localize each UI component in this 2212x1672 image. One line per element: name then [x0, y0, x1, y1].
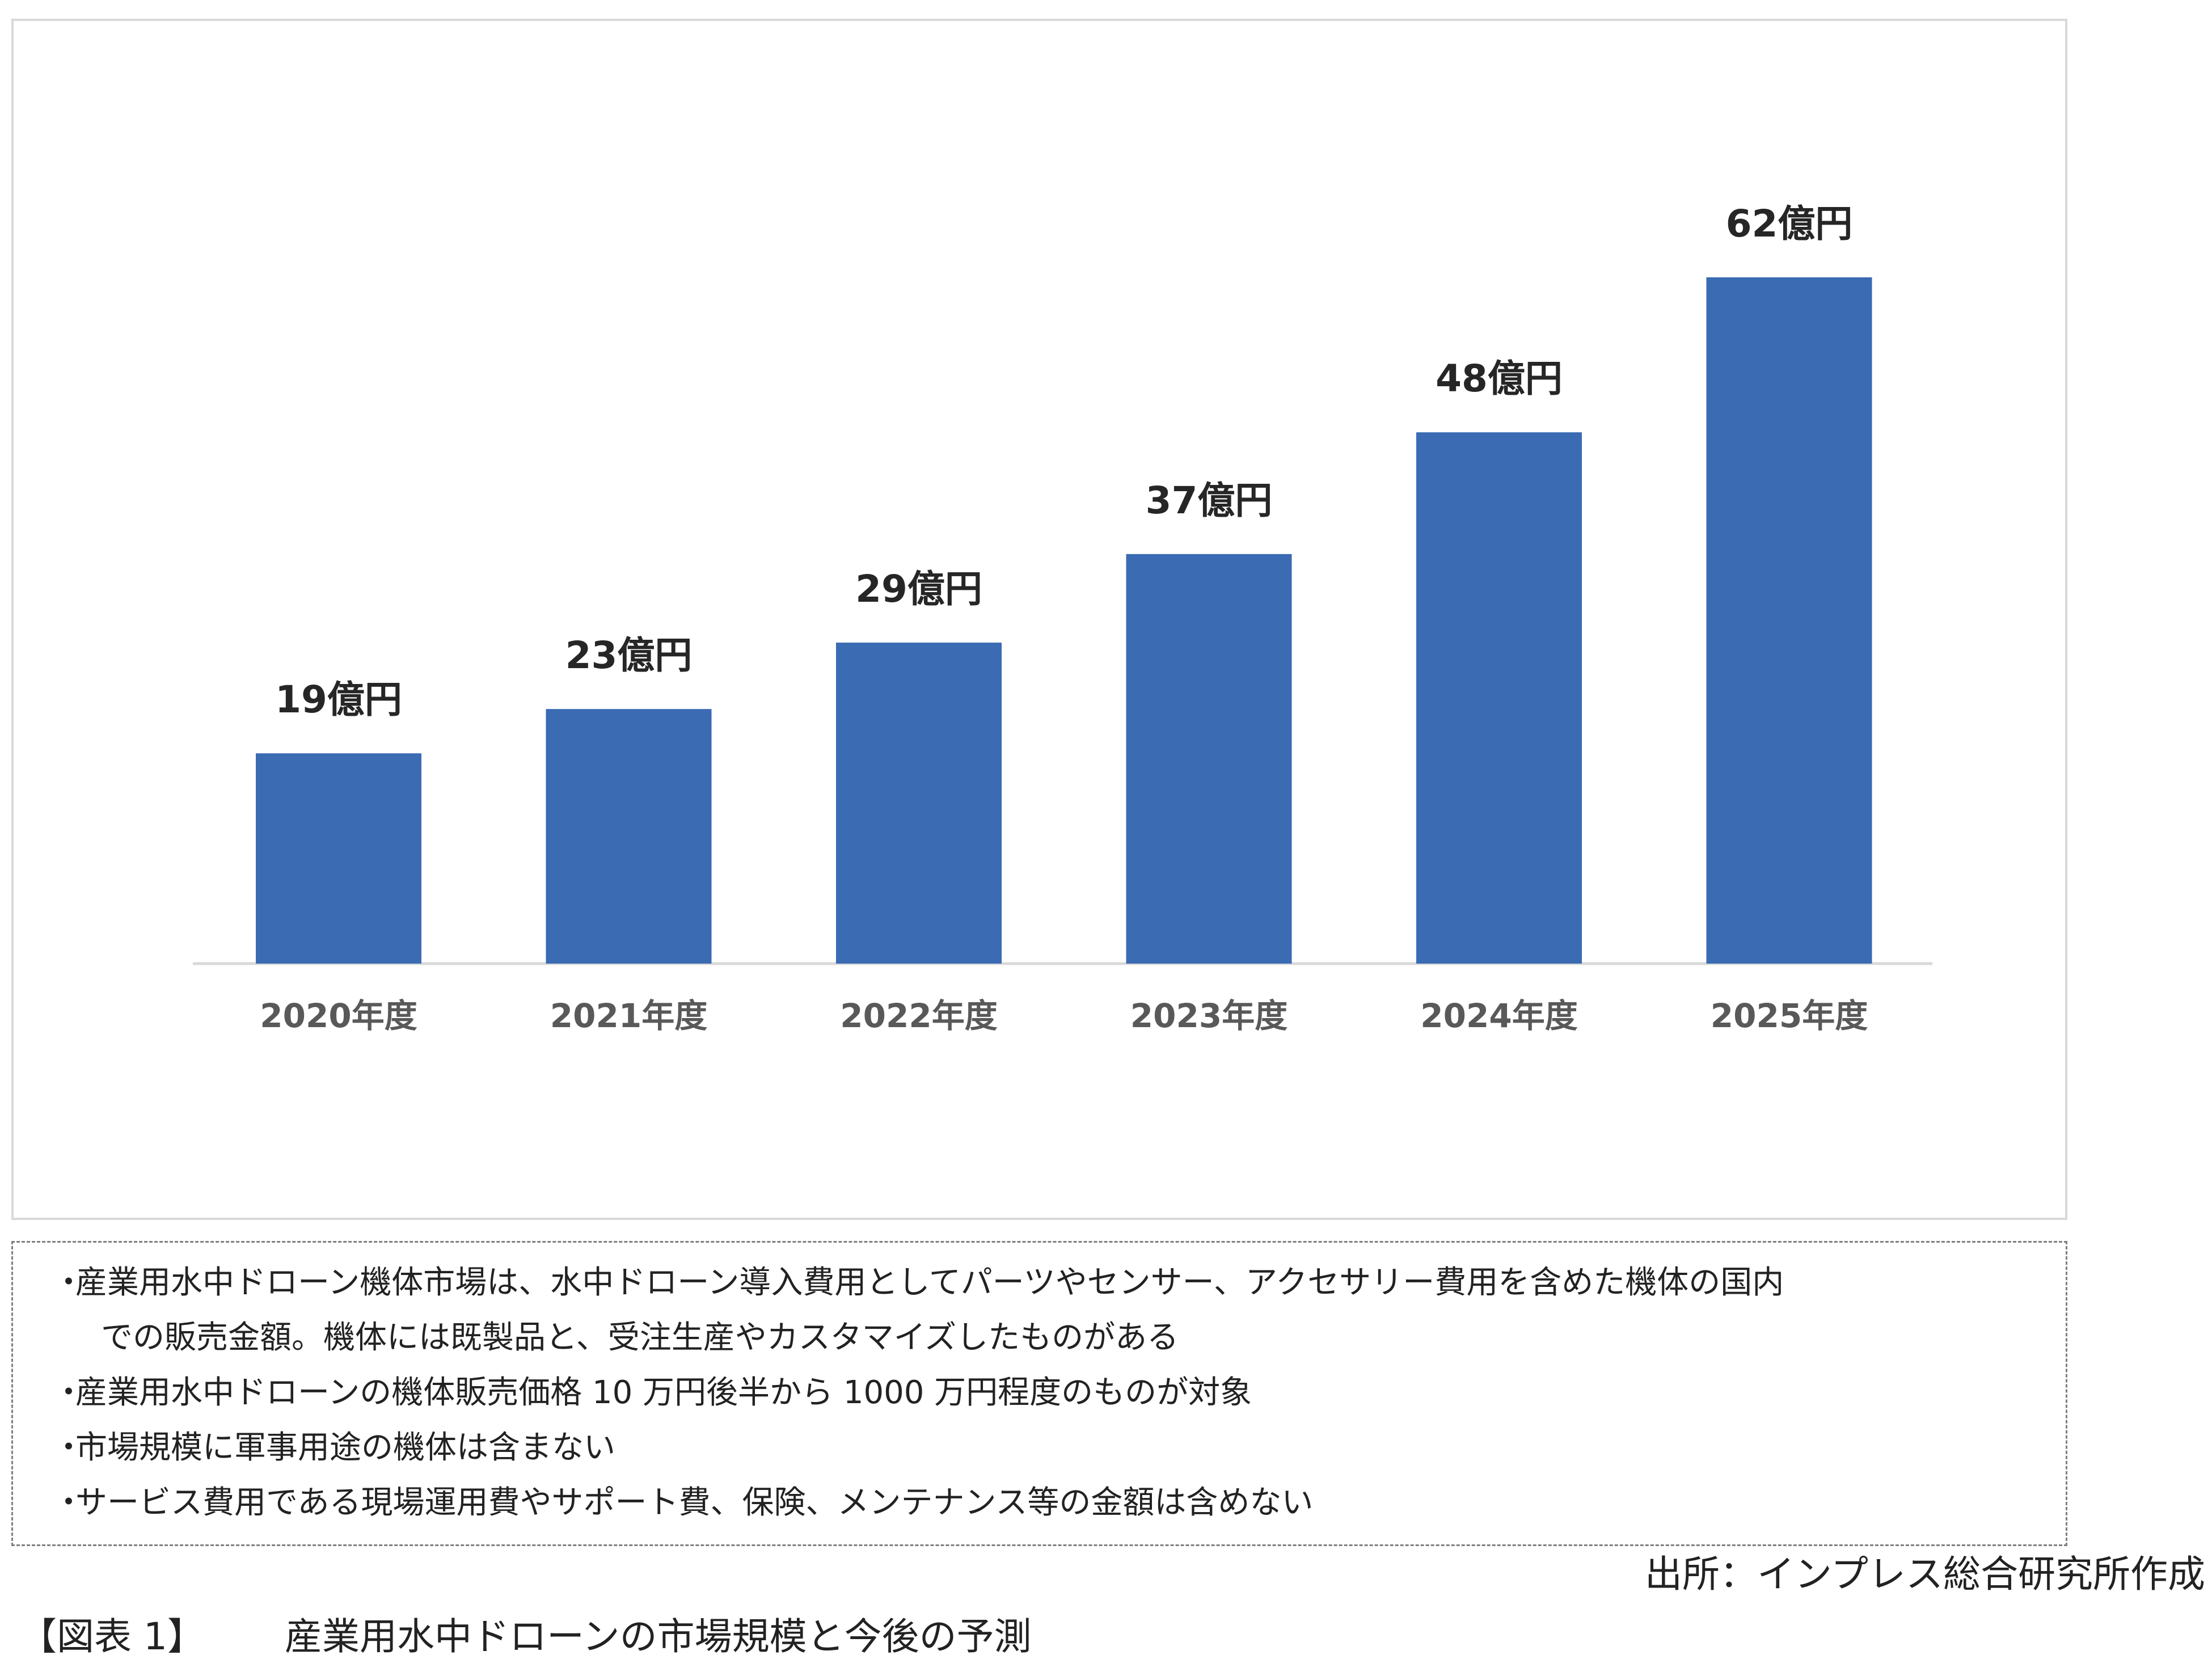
note-item-continuation: での販売金額。機体には既製品と、受注生産やカスタマイズしたものがある [75, 1310, 2066, 1365]
note-bullet: ・ [53, 1484, 85, 1521]
note-item: ・ サービス費用である現場運用費やサポート費、保険、メンテナンス等の金額は含めな… [53, 1475, 2066, 1530]
figure-caption: 【図表 1】 産業用水中ドローンの市場規模と今後の予測 [19, 1606, 1032, 1661]
source-note: 出所：インプレス総合研究所作成 [1644, 1552, 2205, 1596]
note-bullet: ・ [53, 1374, 85, 1411]
data-label: 48億円 [1436, 357, 1563, 400]
data-label: 62億円 [1726, 202, 1853, 246]
bar-chart: 19億円 23億円 29億円 37億円 48億円 62億円 2020年度 2021年度 202… [193, 202, 1932, 1035]
x-tick-label: 2021年度 [550, 997, 707, 1035]
note-item: ・ 産業用水中ドローンの機体販売価格 10 万円後半から 1000 万円程度のも… [53, 1365, 2066, 1420]
chart-area: 19億円 23億円 29億円 37億円 48億円 62億円 2020年度 2021年度 202… [11, 19, 2067, 1220]
bar-2023年度 [1126, 554, 1292, 964]
x-tick-label: 2020年度 [260, 997, 417, 1035]
bar-2022年度 [836, 643, 1002, 964]
x-tick-label: 2022年度 [840, 997, 997, 1035]
note-text: 産業用水中ドローン機体市場は、水中ドローン導入費用としてパーツやセンサー、アクセ… [75, 1264, 1784, 1301]
x-tick-label: 2025年度 [1711, 997, 1868, 1035]
data-label: 23億円 [565, 634, 693, 677]
note-item: ・ 産業用水中ドローン機体市場は、水中ドローン導入費用としてパーツやセンサー、ア… [53, 1255, 2066, 1310]
note-text: 市場規模に軍事用途の機体は含まない [75, 1429, 615, 1466]
bar-2024年度 [1416, 432, 1582, 964]
x-tick-label: 2024年度 [1420, 997, 1577, 1035]
figure-number: 【図表 1】 [19, 1615, 205, 1658]
bar-2020年度 [256, 753, 421, 964]
notes-box: ・ 産業用水中ドローン機体市場は、水中ドローン導入費用としてパーツやセンサー、ア… [11, 1241, 2067, 1546]
figure-title: 産業用水中ドローンの市場規模と今後の予測 [284, 1615, 1032, 1658]
data-label: 37億円 [1146, 479, 1273, 522]
bar-2021年度 [546, 709, 712, 964]
data-label: 19億円 [275, 678, 402, 721]
note-item: ・ 市場規模に軍事用途の機体は含まない [53, 1420, 2066, 1475]
note-bullet: ・ [53, 1264, 85, 1301]
note-text: サービス費用である現場運用費やサポート費、保険、メンテナンス等の金額は含めない [75, 1484, 1314, 1521]
note-text: での販売金額。機体には既製品と、受注生産やカスタマイズしたものがある [101, 1319, 1179, 1356]
bar-2025年度 [1706, 277, 1872, 964]
note-text: 産業用水中ドローンの機体販売価格 10 万円後半から 1000 万円程度のものが… [75, 1374, 1252, 1411]
data-label: 29億円 [855, 567, 982, 611]
x-tick-label: 2023年度 [1130, 997, 1287, 1035]
note-bullet: ・ [53, 1429, 85, 1466]
